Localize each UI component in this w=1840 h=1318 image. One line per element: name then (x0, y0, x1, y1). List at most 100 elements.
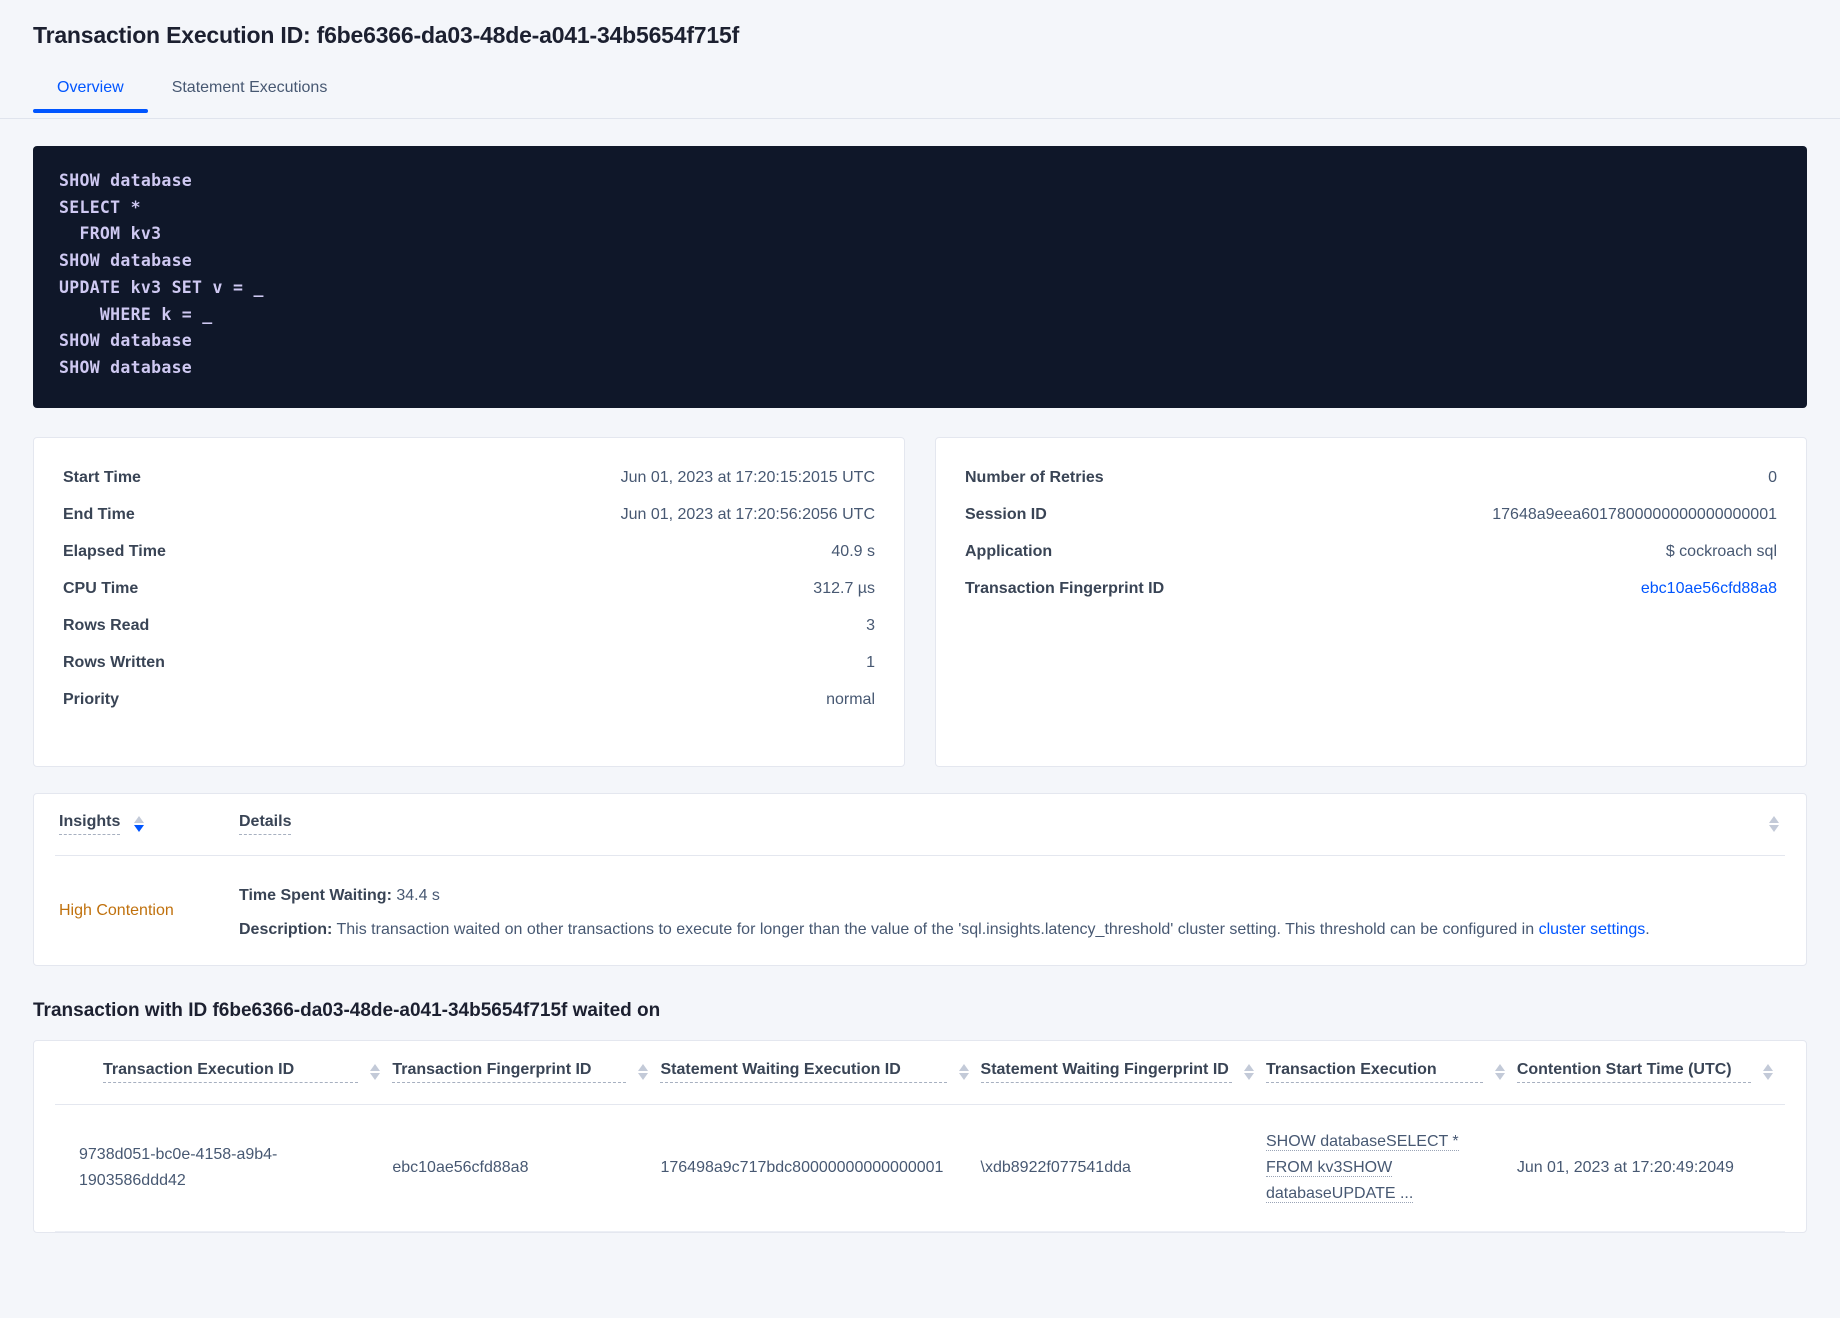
time-spent-waiting-line: Time Spent Waiting: 34.4 s (239, 882, 1650, 916)
sort-arrows-icon[interactable] (134, 816, 145, 833)
sql-line: SHOW database (59, 331, 193, 351)
column-label[interactable]: Transaction Execution (1265, 1061, 1483, 1084)
insights-card: Insights Details High Contention (33, 792, 1807, 966)
column-label[interactable]: Statement Waiting Fingerprint ID (980, 1061, 1232, 1084)
column-label[interactable]: Transaction Fingerprint ID (392, 1061, 627, 1084)
transaction-execution-fragment[interactable]: FROM kv3SHOW (1265, 1159, 1393, 1178)
summary-row: Start Time Jun 01, 2023 at 17:20:15:2015… (63, 460, 875, 497)
insights-table-header: Insights Details (55, 794, 1785, 856)
summary-key: Start Time (63, 469, 141, 487)
timing-summary-card: Start Time Jun 01, 2023 at 17:20:15:2015… (33, 436, 905, 767)
transaction-fingerprint-id-link[interactable]: ebc10ae56cfd88a8 (1640, 580, 1777, 598)
summary-row: Application $ cockroach sql (965, 534, 1777, 571)
insights-column-header: Insights (59, 813, 219, 836)
cell-transaction-execution-id: 9738d051-bc0e-4158-a9b4-1903586ddd42 (55, 1104, 393, 1233)
time-spent-waiting-label: Time Spent Waiting: (239, 886, 392, 904)
insights-row: High Contention Time Spent Waiting: 34.4… (55, 856, 1785, 965)
sort-ascending-icon (1769, 816, 1779, 824)
column-label[interactable]: Statement Waiting Execution ID (660, 1061, 947, 1084)
summary-value: Jun 01, 2023 at 17:20:56:2056 UTC (620, 506, 875, 524)
sort-arrows-icon[interactable] (1769, 816, 1779, 833)
sort-arrows-icon[interactable] (1763, 1064, 1773, 1081)
sort-ascending-icon (134, 816, 145, 824)
sort-arrows-icon[interactable] (370, 1064, 381, 1081)
summary-value: 17648a9eea6017800000000000000001 (1492, 506, 1777, 524)
sort-arrows-icon[interactable] (1243, 1064, 1254, 1081)
summary-row: Rows Written 1 (63, 645, 875, 682)
column-label[interactable]: Transaction Execution ID (103, 1061, 359, 1084)
summary-row: Priority normal (63, 682, 875, 719)
cell-statement-waiting-execution-id: 176498a9c717bdc80000000000000001 (660, 1104, 981, 1233)
waited-on-table-card: Transaction Execution ID Transaction Fin… (33, 1039, 1807, 1234)
summary-key: Number of Retries (965, 469, 1104, 487)
table-row[interactable]: 9738d051-bc0e-4158-a9b4-1903586ddd42 ebc… (55, 1104, 1785, 1233)
sort-ascending-icon (1494, 1064, 1505, 1072)
summary-value: 40.9 s (831, 543, 875, 561)
sort-descending-icon (370, 1073, 381, 1081)
summary-row: Elapsed Time 40.9 s (63, 534, 875, 571)
summary-key: Rows Written (63, 654, 165, 672)
column-header-transaction-execution: Transaction Execution (1265, 1040, 1517, 1106)
details-column-header: Details (239, 813, 292, 836)
summary-row: Session ID 17648a9eea6017800000000000000… (965, 497, 1777, 534)
sort-descending-icon (1763, 1073, 1773, 1081)
description-label: Description: (239, 920, 333, 938)
table-body: 9738d051-bc0e-4158-a9b4-1903586ddd42 ebc… (55, 1104, 1785, 1233)
sort-ascending-icon (1243, 1064, 1254, 1072)
summary-value: Jun 01, 2023 at 17:20:15:2015 UTC (620, 469, 875, 487)
sort-descending-icon (1769, 825, 1779, 833)
tab-statement-executions[interactable]: Statement Executions (171, 79, 328, 96)
tab-bar: Overview Statement Executions (0, 73, 1840, 119)
summary-key: Transaction Fingerprint ID (965, 580, 1165, 598)
summary-value: 0 (1768, 469, 1777, 487)
sort-arrows-icon[interactable] (638, 1064, 649, 1081)
sort-ascending-icon (958, 1064, 969, 1072)
description-line: Description: This transaction waited on … (239, 916, 1650, 941)
summary-row: Number of Retries 0 (965, 460, 1777, 497)
summary-key: Elapsed Time (63, 543, 166, 561)
sort-descending-icon (134, 825, 145, 833)
sql-line: SHOW database (59, 251, 193, 271)
waited-on-table: Transaction Execution ID Transaction Fin… (55, 1040, 1785, 1233)
sort-arrows-icon[interactable] (958, 1064, 969, 1081)
sort-arrows-icon[interactable] (1494, 1064, 1505, 1081)
summary-key: Rows Read (63, 617, 150, 635)
column-header-contention-start-time: Contention Start Time (UTC) (1516, 1040, 1785, 1106)
sort-descending-icon (638, 1073, 649, 1081)
sort-descending-icon (1494, 1073, 1505, 1081)
status-badge[interactable]: High Contention (59, 902, 174, 920)
summary-row: Rows Read 3 (63, 608, 875, 645)
summary-key: CPU Time (63, 580, 139, 598)
sort-ascending-icon (1763, 1064, 1773, 1072)
summary-value: $ cockroach sql (1665, 543, 1777, 561)
sql-line: SELECT * (59, 197, 141, 217)
insights-section: Insights Details High Contention (0, 767, 1840, 966)
sql-preview-wrap: SHOW database SELECT * FROM kv3 SHOW dat… (0, 119, 1840, 408)
tab-overview[interactable]: Overview (33, 73, 148, 113)
time-spent-waiting-value: 34.4 s (396, 886, 440, 904)
sql-code-block: SHOW database SELECT * FROM kv3 SHOW dat… (33, 146, 1807, 408)
sql-line: FROM kv3 (59, 224, 162, 244)
details-column-label[interactable]: Details (239, 813, 292, 836)
column-header-statement-waiting-fingerprint-id: Statement Waiting Fingerprint ID (980, 1040, 1266, 1106)
transaction-execution-fragment[interactable]: databaseUPDATE ... (1265, 1185, 1414, 1204)
summary-row: End Time Jun 01, 2023 at 17:20:56:2056 U… (63, 497, 875, 534)
sort-ascending-icon (638, 1064, 649, 1072)
cell-transaction-fingerprint-id: ebc10ae56cfd88a8 (392, 1104, 661, 1233)
sql-line: SHOW database (59, 357, 193, 377)
column-label[interactable]: Contention Start Time (UTC) (1516, 1061, 1751, 1084)
cluster-settings-link[interactable]: cluster settings (1538, 920, 1646, 938)
column-header-transaction-execution-id: Transaction Execution ID (55, 1040, 393, 1106)
summary-key: Priority (63, 691, 120, 709)
summary-value: 3 (866, 617, 875, 635)
description-period: . (1645, 920, 1650, 938)
insights-column-label[interactable]: Insights (59, 813, 121, 836)
sort-ascending-icon (370, 1064, 381, 1072)
summary-key: Session ID (965, 506, 1047, 524)
column-header-transaction-fingerprint-id: Transaction Fingerprint ID (392, 1040, 661, 1106)
summary-row: Transaction Fingerprint ID ebc10ae56cfd8… (965, 571, 1777, 608)
session-summary-card: Number of Retries 0 Session ID 17648a9ee… (935, 436, 1807, 767)
cell-transaction-execution[interactable]: SHOW databaseSELECT * FROM kv3SHOW datab… (1265, 1104, 1517, 1233)
transaction-execution-fragment[interactable]: SHOW databaseSELECT * (1265, 1133, 1459, 1152)
summary-key: End Time (63, 506, 135, 524)
